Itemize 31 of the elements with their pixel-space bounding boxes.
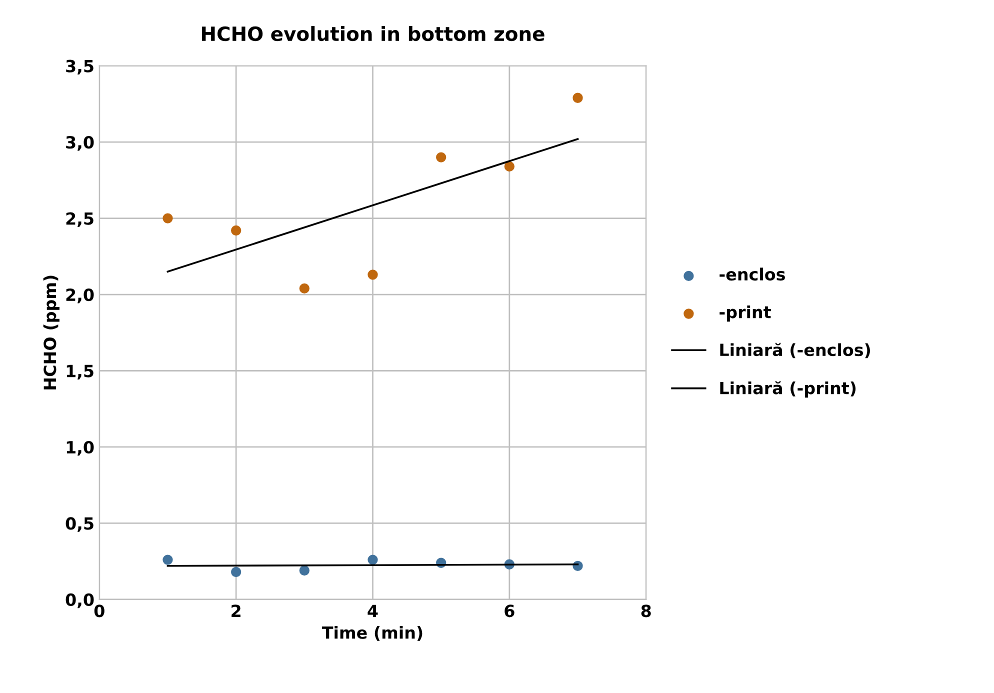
- legend-label: Liniară (-print): [720, 381, 856, 398]
- x-axis-title: Time (min): [322, 626, 422, 641]
- y-tick-label: 1,5: [66, 364, 94, 380]
- y-tick-label: 3,0: [66, 136, 94, 151]
- point: [230, 225, 242, 236]
- point: [299, 283, 310, 294]
- point: [162, 554, 173, 565]
- x-tick-label: 4: [368, 604, 378, 617]
- chart-title: HCHO evolution in bottom zone: [202, 26, 544, 42]
- x-tick-label: 8: [641, 604, 651, 618]
- y-tick-label: 2,0: [66, 288, 94, 304]
- y-tick-label: 3,5: [66, 60, 94, 75]
- legend-label: -print: [720, 305, 771, 322]
- y-tick-label: 1,0: [66, 440, 94, 456]
- y-tick-label: 0,0: [66, 593, 94, 608]
- legend-label: -enclos: [720, 268, 785, 281]
- point: [299, 565, 310, 576]
- point: [162, 213, 173, 224]
- x-tick-label: 2: [232, 604, 240, 617]
- y-tick-label: 2,5: [66, 212, 94, 227]
- x-tick-label: 0: [94, 604, 104, 618]
- x-tick-label: 6: [504, 604, 514, 618]
- point: [572, 92, 583, 103]
- point: [368, 554, 378, 565]
- y-axis-title: HCHO (ppm): [43, 276, 60, 390]
- point: [504, 161, 515, 172]
- point: [436, 152, 446, 162]
- y-tick-label: 0,5: [66, 517, 94, 532]
- point: [368, 270, 378, 280]
- legend-label: Liniară (-enclos): [720, 342, 870, 358]
- point: [230, 566, 242, 578]
